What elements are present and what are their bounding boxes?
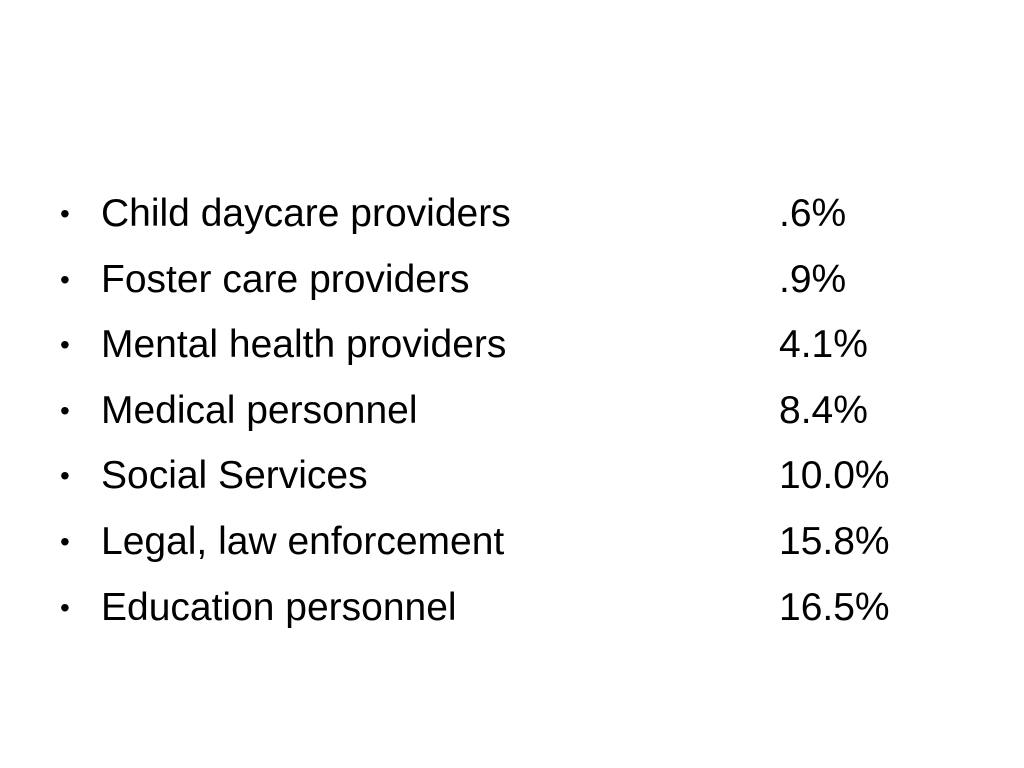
list-item: • Education personnel 16.5%	[0, 580, 1024, 646]
item-value: 10.0%	[779, 454, 890, 498]
item-value: .6%	[779, 192, 847, 235]
list-item: • Child daycare providers .6%	[0, 186, 1024, 252]
list-item: • Social Services 10.0%	[0, 448, 1024, 514]
list-item: • Foster care providers .9%	[0, 252, 1024, 318]
bullet-icon: •	[60, 525, 70, 557]
list-item: • Legal, law enforcement 15.8%	[0, 514, 1024, 580]
item-value: .9%	[779, 257, 847, 301]
item-label: Education personnel	[101, 585, 457, 629]
item-value: 15.8%	[779, 519, 890, 563]
list-item: • Medical personnel 8.4%	[0, 383, 1024, 449]
item-label: Mental health providers	[101, 323, 507, 367]
item-label: Medical personnel	[101, 388, 418, 432]
item-value: 8.4%	[779, 388, 868, 432]
bullet-icon: •	[60, 460, 70, 492]
bullet-icon: •	[60, 329, 70, 361]
item-label: Social Services	[101, 454, 368, 498]
item-label: Legal, law enforcement	[101, 519, 505, 563]
bullet-icon: •	[60, 263, 70, 295]
item-value: 4.1%	[779, 323, 868, 367]
item-label: Foster care providers	[101, 257, 470, 301]
item-value: 16.5%	[779, 585, 890, 629]
bullet-list: • Child daycare providers .6% • Foster c…	[0, 186, 1024, 645]
bullet-icon: •	[60, 198, 70, 229]
bullet-icon: •	[60, 394, 70, 426]
bullet-icon: •	[60, 591, 70, 623]
item-label: Child daycare providers	[101, 192, 511, 235]
list-item: • Mental health providers 4.1%	[0, 317, 1024, 383]
